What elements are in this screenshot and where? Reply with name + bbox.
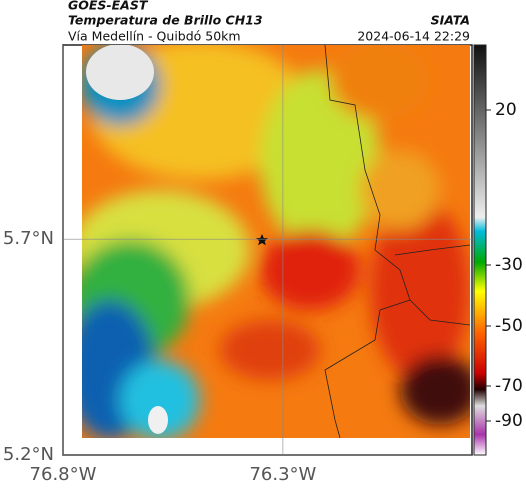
source: SIATA (431, 13, 470, 28)
colorbar-tick-label: -70 (495, 376, 523, 396)
satellite: GOES-EAST (68, 0, 149, 13)
colorbar-tick-label: -50 (495, 316, 523, 336)
colorbar (473, 44, 487, 456)
station-marker (256, 234, 268, 246)
y-tick-label: 5.7°N (3, 228, 54, 249)
timestamp: 2024-06-14 22:29 (357, 29, 470, 44)
colorbar-tick-label: -90 (495, 411, 523, 431)
axes: 76.8°W 76.3°W 5.2°N 5.7°N (3, 45, 472, 485)
colorbar-tick-label: 20 (495, 100, 517, 120)
colorbar-tick-label: -30 (495, 255, 523, 275)
y-tick-label: 5.2°N (3, 444, 54, 465)
colorbar-ticks: 20 -30 -50 -70 -90 (486, 100, 523, 431)
subtitle: Vía Medellín - Quibdó 50km (68, 29, 241, 44)
title: Temperatura de Brillo CH13 (68, 13, 263, 28)
x-tick-label: 76.3°W (249, 464, 316, 485)
x-tick-label: 76.8°W (30, 464, 97, 485)
brightness-field (82, 45, 470, 438)
